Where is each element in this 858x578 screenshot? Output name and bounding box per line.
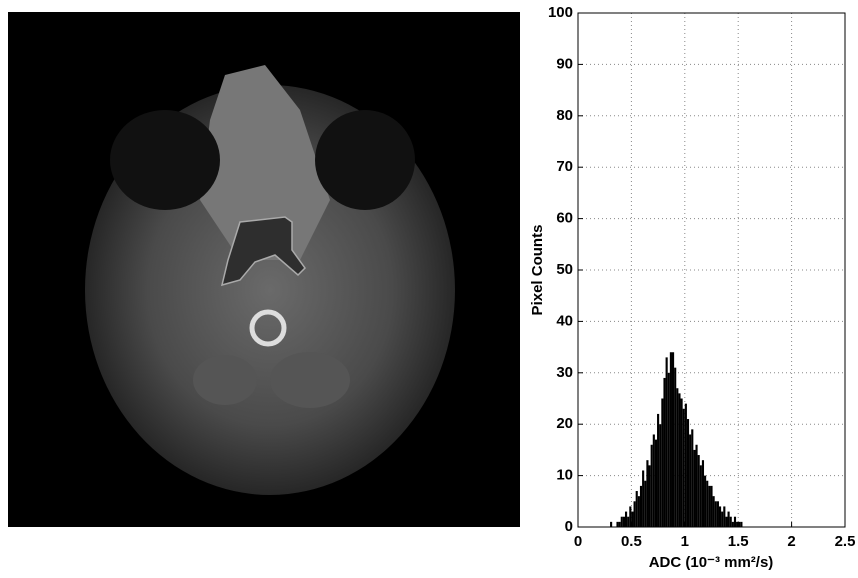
bar [682,408,685,527]
x-tick-label: 2.5 [835,533,856,550]
y-tick-label: 10 [556,467,573,484]
bar [712,496,715,527]
x-tick-label: 1.5 [728,533,749,550]
bar [736,521,739,527]
bar [725,516,728,527]
bar [697,455,700,527]
bar [627,516,630,527]
bar [699,465,702,527]
bar [689,434,692,527]
bar [729,516,732,527]
y-tick-label: 60 [556,210,573,227]
y-tick-label: 30 [556,364,573,381]
bar [718,506,722,527]
bar [695,444,698,527]
x-tick-label: 2 [787,533,795,550]
bar [723,506,726,527]
bar [716,501,719,527]
y-tick-label: 20 [556,415,573,432]
bar [618,521,621,527]
y-tick-label: 0 [565,518,573,535]
y-tick-label: 100 [548,4,573,21]
y-axis-label: Pixel Counts [529,225,546,316]
bar [676,388,679,527]
bar [620,516,623,527]
bar [710,485,713,527]
bar [639,485,643,527]
x-tick-label: 0 [574,533,582,550]
bar [631,511,634,527]
bar [669,352,672,527]
bar [661,398,664,527]
bar [733,516,737,527]
bar [684,403,687,527]
bar [667,372,670,527]
bar [731,521,734,527]
bar [714,501,717,527]
histogram-plot [577,12,846,528]
bar [665,357,668,527]
axes-box [577,12,846,528]
x-tick-label: 1 [681,533,689,550]
bar [740,521,743,527]
bar [652,434,655,527]
bar [646,460,649,527]
bar [650,444,653,527]
bar [701,460,705,527]
bar [622,516,625,527]
bar [633,501,636,527]
bar [738,521,741,527]
bar [691,429,694,527]
bar [678,393,681,527]
bar [708,485,711,527]
bar [637,496,640,527]
y-tick-label: 90 [556,55,573,72]
bar [671,352,675,527]
mri-image [8,12,520,527]
bar [657,413,660,527]
bar [680,398,683,527]
bar [616,521,619,527]
bar [686,419,690,527]
bar [635,491,638,527]
bar [704,475,707,527]
bar [706,480,709,527]
y-tick-label: 70 [556,158,573,175]
bar [644,480,647,527]
x-axis-label: ADC (10⁻³ mm²/s) [649,554,774,571]
bar [629,506,632,527]
bar [648,465,651,527]
bar [624,511,628,527]
bar [693,449,696,527]
y-tick-label: 80 [556,107,573,124]
bar [721,511,724,527]
bar [674,367,677,527]
bar [610,521,613,527]
bar [663,377,666,527]
bar [654,439,658,527]
bar [659,424,662,527]
x-tick-label: 0.5 [621,533,642,550]
y-tick-label: 40 [556,312,573,329]
bar [727,511,730,527]
y-tick-label: 50 [556,261,573,278]
bar [642,470,645,527]
